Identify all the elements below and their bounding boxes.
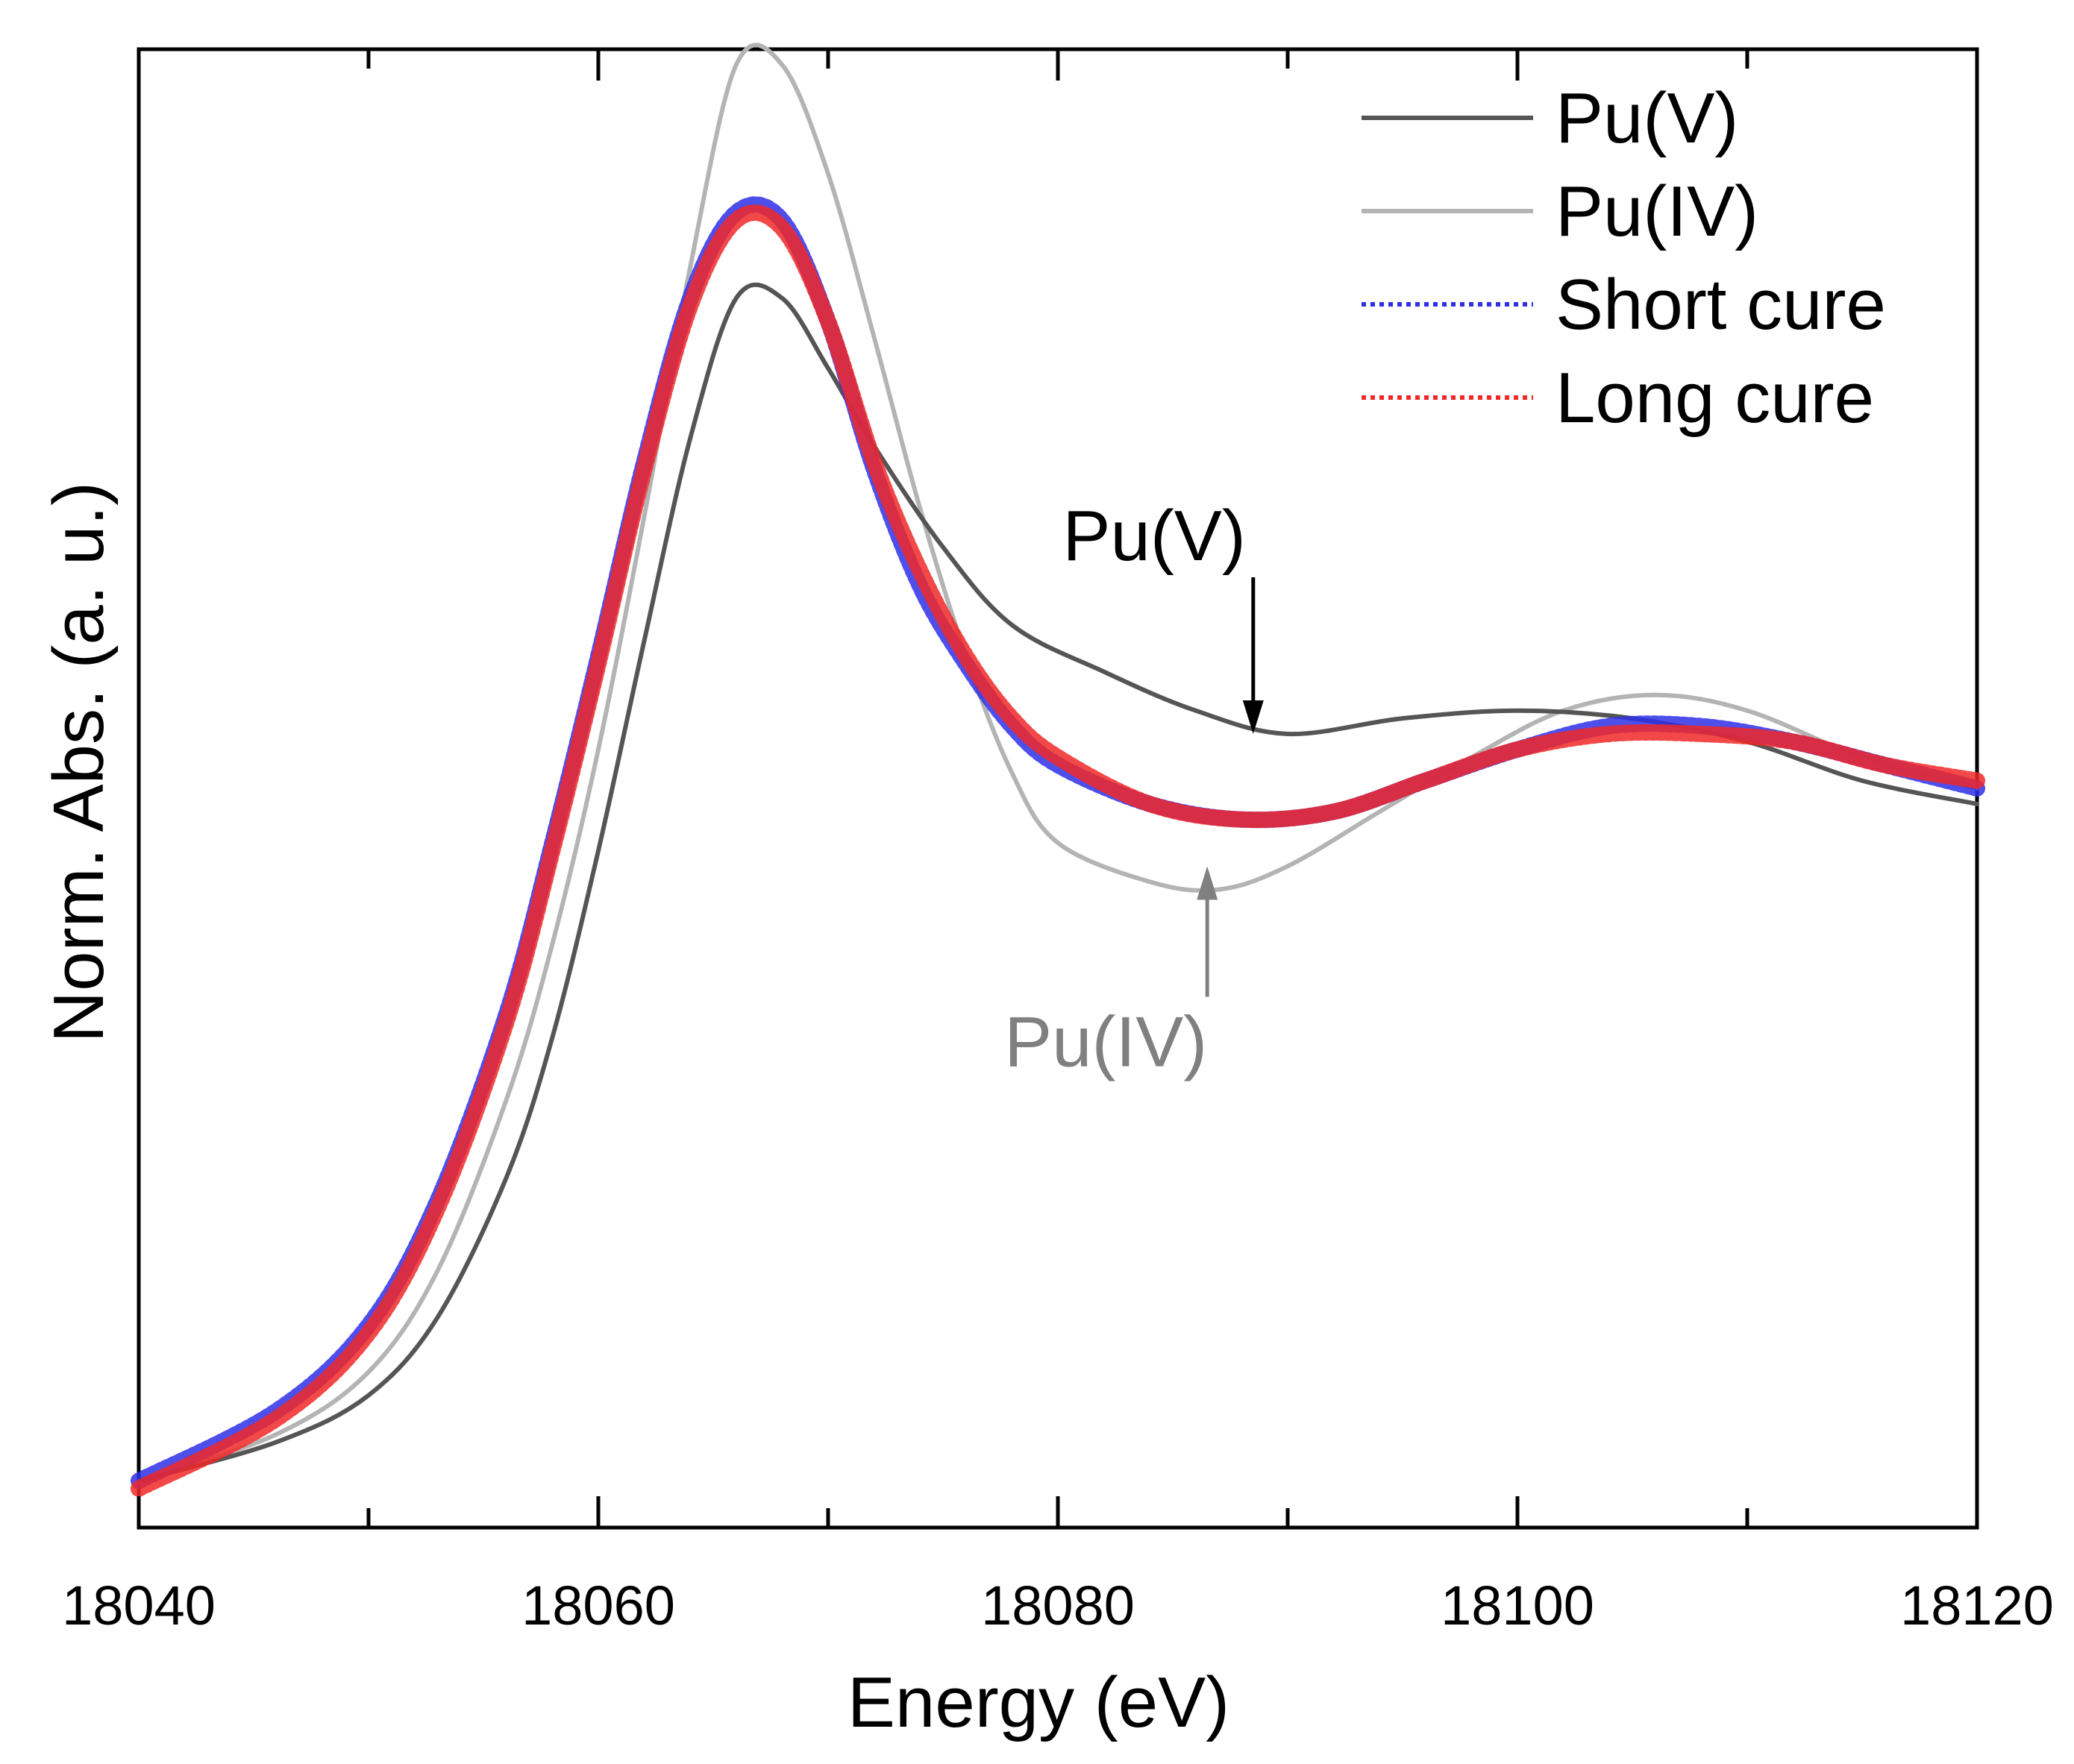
y-axis-label: Norm. Abs. (a. u.) (39, 482, 119, 1043)
legend-entry-long-cure: Long cure (1362, 358, 1874, 438)
legend-label: Pu(IV) (1556, 172, 1758, 251)
legend-entry-pu-v: Pu(V) (1362, 78, 1738, 158)
legend-label: Long cure (1556, 358, 1874, 438)
legend-label: Pu(V) (1556, 78, 1738, 158)
series-line-long-cure (131, 204, 1985, 1497)
annotation-arrow-head (1242, 700, 1264, 734)
x-tick-label: 18100 (1441, 1575, 1594, 1636)
annotation-label: Pu(V) (1062, 496, 1245, 576)
annotation-pu-v: Pu(V) (1062, 496, 1264, 734)
x-tick-label: 18120 (1900, 1575, 2054, 1636)
x-tick-label: 18060 (521, 1575, 675, 1636)
legend: Pu(V) Pu(IV) Short cure Long cure (1362, 78, 1886, 438)
series-layer (131, 43, 1985, 1497)
x-tick-label: 18040 (62, 1575, 216, 1636)
x-axis-label: Energy (eV) (848, 1663, 1229, 1742)
annotation-arrow-head (1197, 866, 1218, 900)
axis-layer: 18040 18060 18080 18100 18120 (62, 49, 2054, 1636)
series-line-pu-v (137, 282, 1979, 1484)
x-tick-label: 18080 (981, 1575, 1135, 1636)
legend-entry-pu-iv: Pu(IV) (1362, 172, 1758, 251)
annotation-label: Pu(IV) (1004, 1002, 1207, 1082)
series-line-pu-iv (137, 43, 1979, 1484)
annotation-layer: Pu(V) Pu(IV) (1004, 496, 1264, 1082)
annotation-pu-iv: Pu(IV) (1004, 866, 1218, 1082)
legend-label: Short cure (1556, 265, 1886, 345)
legend-entry-short-cure: Short cure (1362, 265, 1886, 345)
